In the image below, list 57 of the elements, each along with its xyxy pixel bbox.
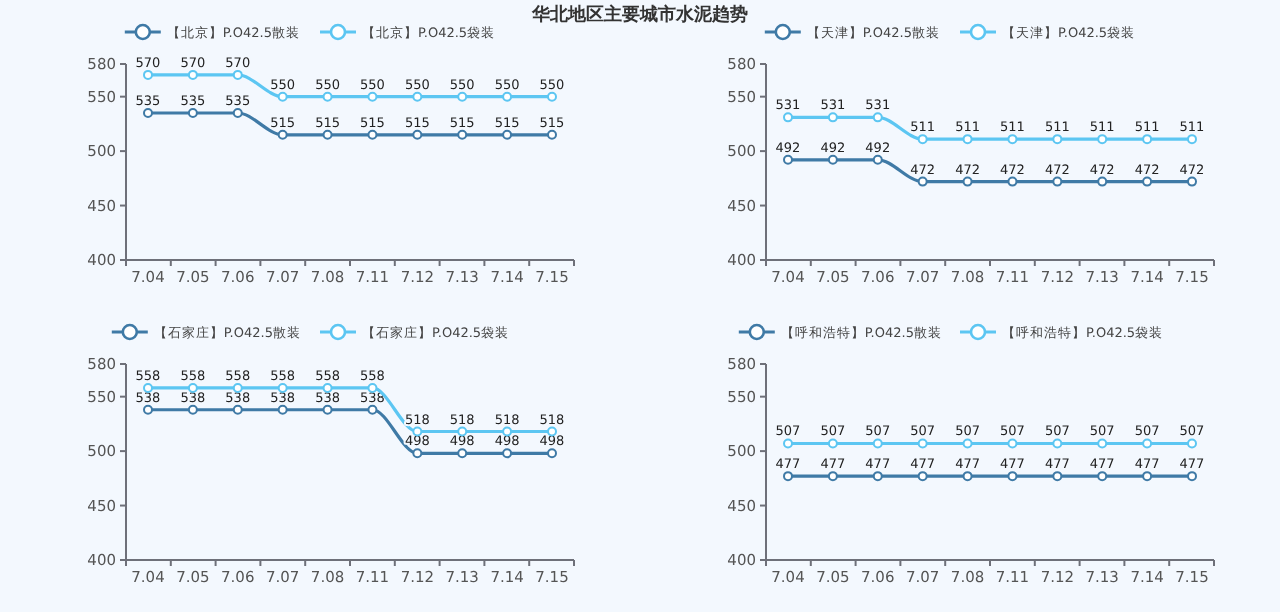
point — [502, 91, 513, 102]
point — [412, 448, 423, 459]
point — [962, 134, 973, 145]
point — [1007, 176, 1018, 187]
point — [277, 382, 288, 393]
point — [827, 112, 838, 123]
point — [322, 382, 333, 393]
point — [143, 69, 153, 80]
point — [367, 91, 378, 102]
point — [277, 129, 288, 140]
point — [232, 108, 243, 118]
point — [1187, 176, 1197, 187]
point — [917, 176, 928, 187]
point — [1007, 134, 1018, 145]
point — [457, 91, 468, 102]
point — [872, 112, 883, 123]
point — [457, 129, 468, 140]
text: 华北地区主要城市水泥趋势 — [530, 4, 748, 26]
point — [187, 69, 198, 80]
point — [827, 154, 838, 165]
point — [277, 91, 288, 102]
point — [1052, 134, 1063, 145]
point — [367, 129, 378, 140]
point — [322, 404, 333, 415]
point — [1097, 176, 1108, 187]
point — [232, 404, 243, 415]
point — [502, 129, 513, 140]
point — [962, 176, 973, 187]
point — [917, 134, 928, 145]
point — [143, 108, 153, 118]
point — [502, 448, 513, 459]
point — [412, 129, 423, 140]
point — [232, 382, 243, 393]
point — [1187, 134, 1197, 145]
point — [1052, 176, 1063, 187]
point — [367, 382, 378, 393]
point — [322, 91, 333, 102]
point — [187, 382, 198, 393]
point — [1142, 134, 1153, 145]
point — [457, 448, 468, 459]
point — [143, 382, 153, 393]
point — [1097, 134, 1108, 145]
point — [187, 108, 198, 118]
point — [367, 404, 378, 415]
point — [187, 404, 198, 415]
point — [547, 129, 557, 140]
point — [143, 404, 153, 415]
point — [322, 129, 333, 140]
point — [547, 448, 557, 459]
point — [783, 154, 793, 165]
point — [547, 91, 557, 102]
point — [412, 91, 423, 102]
point — [872, 154, 883, 165]
point — [232, 69, 243, 80]
point — [783, 112, 793, 123]
point — [1142, 176, 1153, 187]
point — [277, 404, 288, 415]
